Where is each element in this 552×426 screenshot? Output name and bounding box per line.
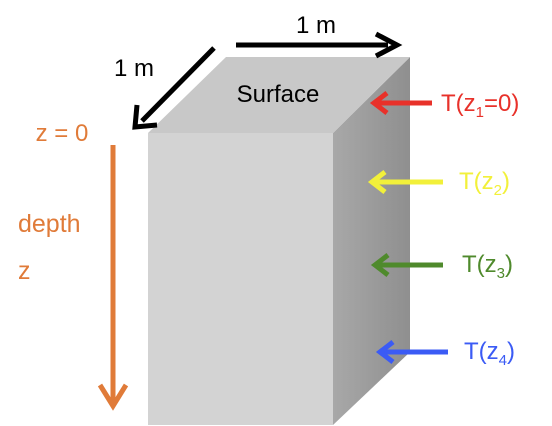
temp-label-sub: 1 — [476, 104, 484, 121]
depth-dim-arrow-head — [132, 104, 158, 130]
z-label: z — [18, 257, 31, 285]
block-front-face — [148, 133, 333, 425]
block: Surface — [148, 57, 410, 425]
temp-arrow-head — [367, 170, 387, 194]
temp-label-prefix: T(z — [459, 168, 494, 195]
temp-label-prefix: T(z — [441, 90, 476, 117]
surface-label: Surface — [237, 81, 320, 108]
temp-label-prefix: T(z — [462, 251, 497, 278]
width-dimension: 1 m — [236, 12, 403, 59]
width-label: 1 m — [296, 12, 336, 39]
temp-label: T(z4) — [464, 338, 515, 369]
temp-arrow-head — [375, 340, 395, 364]
width-arrow-head — [374, 31, 403, 59]
depth-dimension: 1 m — [114, 46, 216, 130]
depth-label: depth — [18, 210, 81, 238]
temp-label-suffix: ) — [507, 338, 515, 365]
z-origin-label: z = 0 — [36, 120, 89, 147]
temp-label-sub: 2 — [494, 182, 502, 199]
depth-axis-head — [97, 383, 129, 411]
block-top-face — [148, 57, 410, 133]
depth-dim-label: 1 m — [114, 55, 154, 82]
temp-label-suffix: =0) — [484, 90, 519, 117]
temperature-markers: T(z1=0) T(z2) T(z3) T(z4) — [367, 90, 519, 369]
temp-marker-4: T(z4) — [375, 338, 515, 369]
temp-marker-2: T(z2) — [367, 168, 510, 199]
temp-label-suffix: ) — [502, 168, 510, 195]
depth-axis: z = 0 depth z — [18, 120, 129, 411]
temp-marker-3: T(z3) — [370, 251, 513, 282]
temp-label: T(z1=0) — [441, 90, 519, 121]
temp-label-prefix: T(z — [464, 338, 499, 365]
depth-dim-arrow-shaft — [140, 46, 216, 123]
temp-label-sub: 3 — [497, 265, 505, 282]
temp-label: T(z2) — [459, 168, 510, 199]
temp-label: T(z3) — [462, 251, 513, 282]
temp-label-sub: 4 — [499, 352, 507, 369]
block-side-face — [333, 57, 410, 425]
temp-arrow-head — [370, 253, 390, 277]
temp-arrow-head — [369, 91, 389, 115]
temp-label-suffix: ) — [505, 251, 513, 278]
temp-marker-1: T(z1=0) — [369, 90, 519, 121]
